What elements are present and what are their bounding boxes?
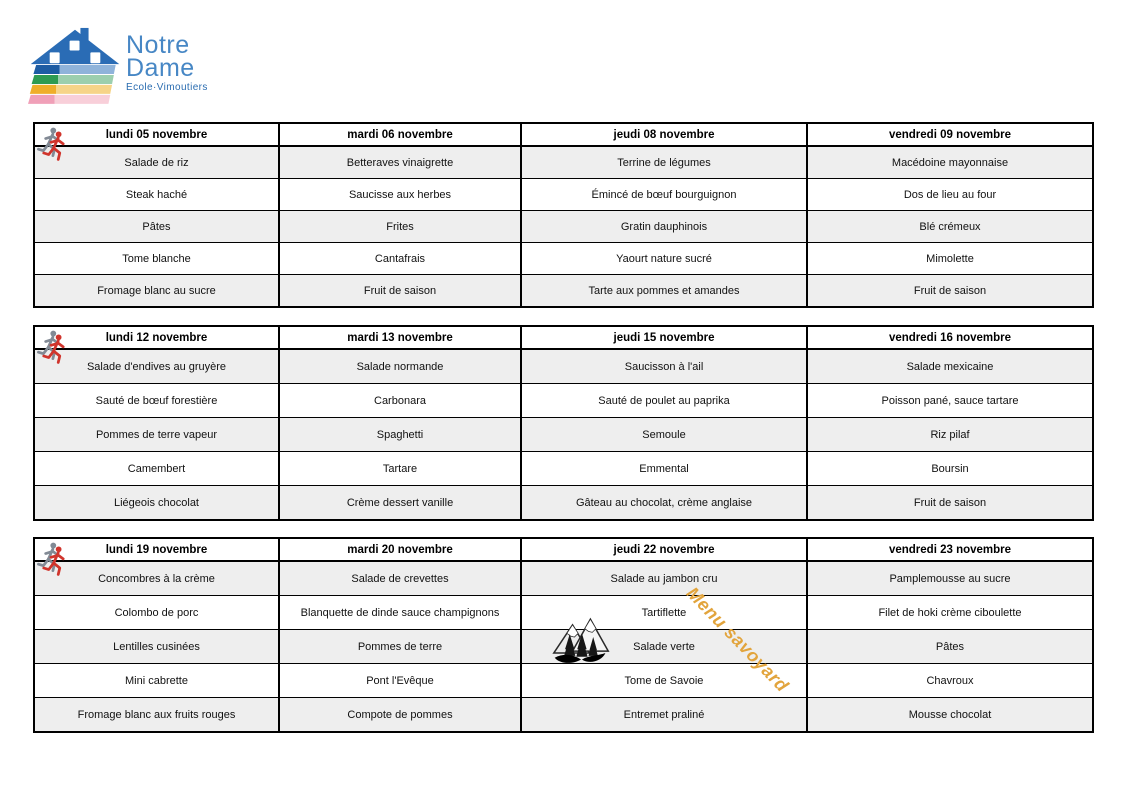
menu-item: Terrine de légumes [520, 145, 807, 179]
menu-item: Pamplemousse au sucre [806, 560, 1093, 596]
logo-subtitle: Ecole·Vimoutiers [126, 82, 208, 93]
menu-item: Semoule [520, 417, 807, 452]
menu-item: Salade de riz [34, 145, 279, 179]
menu-item: Salade mexicaine [806, 348, 1093, 384]
day-header: vendredi 16 novembre [806, 326, 1093, 350]
menu-item: Sauté de poulet au paprika [520, 383, 807, 418]
menu-item: Gâteau au chocolat, crème anglaise [520, 485, 807, 520]
day-header: lundi 05 novembre [34, 123, 279, 147]
menu-item: Salade de crevettes [278, 560, 521, 596]
logo-title-line2: Dame [126, 54, 195, 82]
day-header: lundi 12 novembre [34, 326, 279, 350]
day-header: jeudi 15 novembre [520, 326, 807, 350]
day-header: jeudi 22 novembre [520, 538, 807, 562]
menu-item: Cantafrais [278, 242, 521, 275]
menu-item: Riz pilaf [806, 417, 1093, 452]
menu-item: Betteraves vinaigrette [278, 145, 521, 179]
menu-item: Blé crémeux [806, 210, 1093, 243]
menu-item: Entremet praliné [520, 697, 807, 732]
menu-item: Mini cabrette [34, 663, 279, 698]
menu-table-week-1: lundi 05 novembre mardi 06 novembre jeud… [33, 122, 1094, 308]
runner-icon [37, 329, 65, 364]
menu-week-2: lundi 12 novembre mardi 13 novembre jeud… [33, 325, 1094, 521]
menu-item: Liégeois chocolat [34, 485, 279, 520]
menu-item: Boursin [806, 451, 1093, 486]
day-header: jeudi 08 novembre [520, 123, 807, 147]
menu-item: Steak haché [34, 178, 279, 211]
menu-item: Fromage blanc aux fruits rouges [34, 697, 279, 732]
day-header: mardi 13 novembre [278, 326, 521, 350]
menu-item: Saucisson à l'ail [520, 348, 807, 384]
day-header: mardi 06 novembre [278, 123, 521, 147]
menu-item: Mousse chocolat [806, 697, 1093, 732]
menu-table-week-2: lundi 12 novembre mardi 13 novembre jeud… [33, 325, 1094, 521]
menu-item: Emmental [520, 451, 807, 486]
menu-item: Yaourt nature sucré [520, 242, 807, 275]
menu-item: Pâtes [34, 210, 279, 243]
menu-item: Macédoine mayonnaise [806, 145, 1093, 179]
menu-item: Poisson pané, sauce tartare [806, 383, 1093, 418]
day-header: vendredi 23 novembre [806, 538, 1093, 562]
runner-icon [37, 541, 65, 576]
school-logo: Notre Dame Ecole·Vimoutiers [28, 22, 298, 112]
menu-item: Spaghetti [278, 417, 521, 452]
menu-item: Saucisse aux herbes [278, 178, 521, 211]
menu-item: Crème dessert vanille [278, 485, 521, 520]
menu-item: Sauté de bœuf forestière [34, 383, 279, 418]
menu-item: Concombres à la crème [34, 560, 279, 596]
menu-item: Fruit de saison [278, 274, 521, 307]
menu-item: Dos de lieu au four [806, 178, 1093, 211]
logo-house-icon [28, 27, 120, 104]
menu-week-1: lundi 05 novembre mardi 06 novembre jeud… [33, 122, 1094, 308]
menu-item: Colombo de porc [34, 595, 279, 630]
menu-item: Tartare [278, 451, 521, 486]
menu-item: Tome blanche [34, 242, 279, 275]
menu-item: Frites [278, 210, 521, 243]
menu-item: Salade d'endives au gruyère [34, 348, 279, 384]
menu-item: Salade normande [278, 348, 521, 384]
menu-item: Blanquette de dinde sauce champignons [278, 595, 521, 630]
menu-item: Fruit de saison [806, 485, 1093, 520]
runner-icon [37, 126, 65, 161]
menu-item: Fruit de saison [806, 274, 1093, 307]
logo-title-line1: Notre [126, 31, 190, 59]
menu-item: Tartiflette [520, 595, 807, 630]
menu-item: Carbonara [278, 383, 521, 418]
menu-item: Filet de hoki crème ciboulette [806, 595, 1093, 630]
menu-item: Pommes de terre [278, 629, 521, 664]
menu-item: Pommes de terre vapeur [34, 417, 279, 452]
mountain-pines-icon [552, 617, 610, 663]
menu-item: Mimolette [806, 242, 1093, 275]
day-header: mardi 20 novembre [278, 538, 521, 562]
menu-item: Pont l'Evêque [278, 663, 521, 698]
day-header: lundi 19 novembre [34, 538, 279, 562]
menu-week-3: Menu savoyard lundi 19 novembre mardi 20… [33, 537, 1094, 733]
menu-item: Compote de pommes [278, 697, 521, 732]
menu-item: Émincé de bœuf bourguignon [520, 178, 807, 211]
menu-item: Lentilles cusinées [34, 629, 279, 664]
menu-item: Chavroux [806, 663, 1093, 698]
day-header: vendredi 09 novembre [806, 123, 1093, 147]
menu-item: Tarte aux pommes et amandes [520, 274, 807, 307]
menu-item: Gratin dauphinois [520, 210, 807, 243]
menu-item: Tome de Savoie [520, 663, 807, 698]
menu-item: Pâtes [806, 629, 1093, 664]
menu-item: Fromage blanc au sucre [34, 274, 279, 307]
menu-item: Camembert [34, 451, 279, 486]
menu-item: Salade au jambon cru [520, 560, 807, 596]
